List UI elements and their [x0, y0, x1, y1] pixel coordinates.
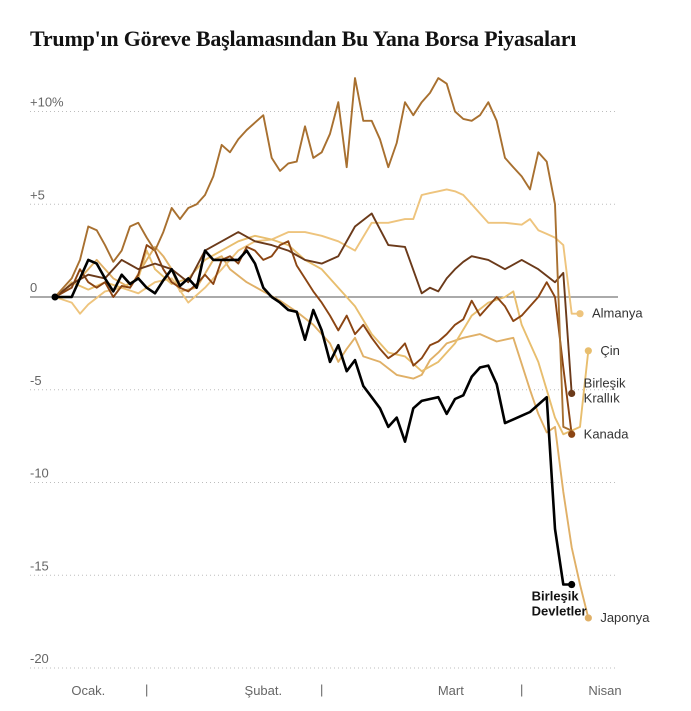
x-tick-label: Nisan — [588, 683, 621, 698]
series-line-birlesik-krallik — [54, 212, 573, 395]
end-point-dot-cin — [584, 347, 592, 355]
end-point-dot-birlesik-devletler — [568, 580, 576, 589]
y-tick-label: -10 — [30, 466, 49, 481]
y-tick-label: +5 — [30, 187, 45, 202]
y-tick-label: +10% — [30, 95, 64, 110]
series-line-almanya — [54, 188, 581, 315]
series-label-kanada: Kanada — [584, 426, 630, 441]
series-line-japonya — [54, 245, 590, 619]
x-axis-separator: | — [145, 682, 148, 697]
end-point-dot-kanada — [568, 430, 576, 438]
series-label-birlesik-devletler: Birleşik — [532, 589, 580, 604]
x-tick-label: Mart — [438, 683, 464, 698]
series-label-birlesik-krallik: Krallık — [584, 390, 621, 405]
y-tick-label: -5 — [30, 373, 42, 388]
x-axis-separator: | — [320, 682, 323, 697]
end-point-dot-birlesik-krallik — [568, 389, 576, 398]
end-point-dot-almanya — [576, 310, 584, 318]
series-label-birlesik-devletler: Devletler — [532, 604, 587, 619]
series-label-almanya: Almanya — [592, 306, 643, 321]
x-tick-label: Ocak. — [71, 683, 105, 698]
label-layer: AlmanyaÇinBirleşikKrallıkKanadaBirleşikD… — [532, 306, 651, 625]
series-label-birlesik-krallik: Birleşik — [584, 375, 626, 390]
chart-title: Trump'ın Göreve Başlamasından Bu Yana Bo… — [30, 26, 577, 51]
x-tick-label: Şubat. — [245, 683, 283, 698]
series-layer — [51, 77, 590, 619]
y-tick-label: 0 — [30, 280, 37, 295]
grid-layer — [30, 111, 618, 669]
end-point-dot-japonya — [584, 614, 592, 622]
y-tick-label: -15 — [30, 558, 49, 573]
x-axis-separator: | — [520, 682, 523, 697]
series-line-kanada — [54, 240, 573, 436]
axis-layer: +10% +5 0 -5 -10 -15 -20 Ocak. Şubat. Mart Nisan | |… — [30, 95, 622, 699]
series-line-cin — [54, 234, 590, 436]
series-line-birlesik-devletler — [53, 249, 574, 586]
start-point-dot — [51, 293, 59, 301]
series-label-cin: Çin — [600, 343, 620, 358]
series-line-hong-kong — [54, 77, 573, 432]
series-label-japonya: Japonya — [600, 610, 650, 625]
y-tick-label: -20 — [30, 651, 49, 666]
